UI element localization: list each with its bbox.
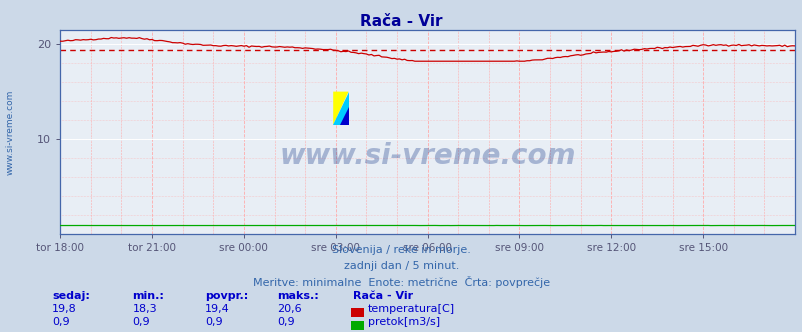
Text: Slovenija / reke in morje.: Slovenija / reke in morje.: [332, 245, 470, 255]
Text: 19,4: 19,4: [205, 304, 229, 314]
Text: 19,8: 19,8: [52, 304, 77, 314]
Text: 0,9: 0,9: [277, 317, 294, 327]
Text: www.si-vreme.com: www.si-vreme.com: [6, 90, 15, 176]
Polygon shape: [340, 107, 348, 125]
Text: sedaj:: sedaj:: [52, 291, 90, 301]
Text: Rača - Vir: Rača - Vir: [360, 14, 442, 29]
Text: 0,9: 0,9: [132, 317, 150, 327]
Polygon shape: [333, 92, 348, 125]
Text: 0,9: 0,9: [205, 317, 222, 327]
Text: www.si-vreme.com: www.si-vreme.com: [279, 142, 575, 170]
Polygon shape: [333, 92, 348, 125]
Text: maks.:: maks.:: [277, 291, 318, 301]
Text: pretok[m3/s]: pretok[m3/s]: [367, 317, 439, 327]
Text: 18,3: 18,3: [132, 304, 157, 314]
Text: povpr.:: povpr.:: [205, 291, 248, 301]
Text: temperatura[C]: temperatura[C]: [367, 304, 454, 314]
Text: 20,6: 20,6: [277, 304, 302, 314]
Text: min.:: min.:: [132, 291, 164, 301]
Text: Rača - Vir: Rača - Vir: [353, 291, 413, 301]
Text: Meritve: minimalne  Enote: metrične  Črta: povprečje: Meritve: minimalne Enote: metrične Črta:…: [253, 276, 549, 288]
Text: zadnji dan / 5 minut.: zadnji dan / 5 minut.: [343, 261, 459, 271]
Text: 0,9: 0,9: [52, 317, 70, 327]
